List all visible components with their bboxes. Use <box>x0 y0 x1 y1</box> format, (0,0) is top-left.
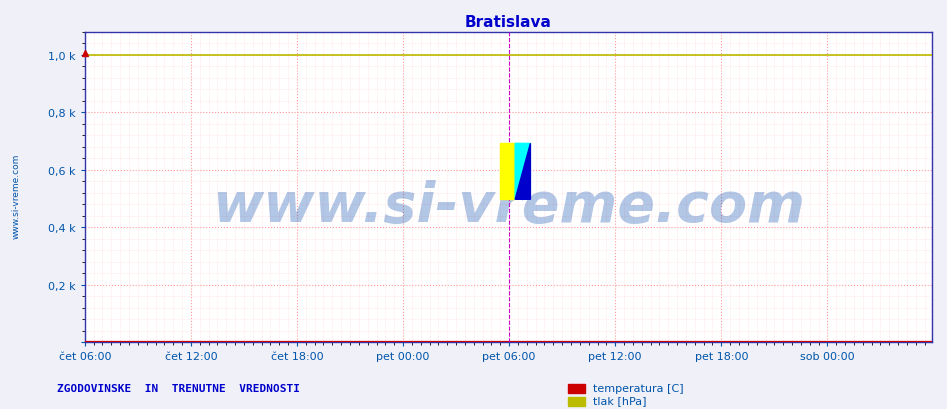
Text: www.si-vreme.com: www.si-vreme.com <box>11 154 21 239</box>
Text: temperatura [C]: temperatura [C] <box>593 383 684 393</box>
Polygon shape <box>515 144 530 200</box>
Text: www.si-vreme.com: www.si-vreme.com <box>212 179 805 233</box>
Text: ZGODOVINSKE  IN  TRENUTNE  VREDNOSTI: ZGODOVINSKE IN TRENUTNE VREDNOSTI <box>57 382 300 393</box>
Title: Bratislava: Bratislava <box>465 15 552 30</box>
Polygon shape <box>515 144 530 200</box>
Text: tlak [hPa]: tlak [hPa] <box>593 395 646 405</box>
Bar <box>500 144 515 200</box>
